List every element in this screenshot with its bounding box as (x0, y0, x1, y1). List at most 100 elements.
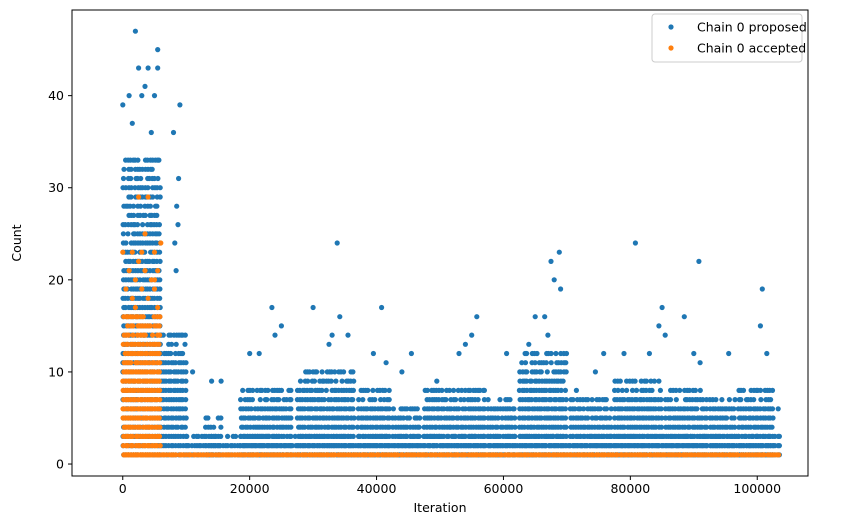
proposed-point (481, 443, 487, 449)
proposed-point (217, 443, 223, 449)
proposed-point (155, 47, 161, 53)
accepted-point (643, 452, 649, 458)
proposed-point (459, 387, 465, 393)
proposed-point (624, 387, 630, 393)
proposed-point (469, 332, 475, 338)
proposed-point (288, 397, 294, 403)
x-tick-label: 20000 (230, 481, 270, 496)
proposed-point (776, 443, 783, 449)
accepted-point (614, 452, 620, 458)
proposed-point (149, 166, 155, 172)
proposed-point (572, 406, 578, 412)
proposed-point (183, 415, 189, 421)
proposed-point (545, 433, 551, 439)
accepted-point (123, 286, 129, 292)
proposed-point (667, 397, 674, 403)
proposed-point (485, 397, 491, 403)
proposed-point (649, 387, 655, 393)
proposed-point (272, 332, 278, 338)
proposed-point (225, 433, 231, 439)
proposed-point (386, 433, 392, 439)
series-proposed-points (120, 28, 783, 458)
proposed-point (330, 406, 336, 412)
proposed-point (195, 433, 201, 439)
proposed-point (131, 212, 137, 218)
accepted-point (157, 314, 163, 320)
y-tick-label: 10 (48, 364, 64, 379)
proposed-point (758, 397, 764, 403)
accepted-point (156, 415, 162, 421)
proposed-point (218, 424, 224, 430)
proposed-point (157, 258, 163, 264)
proposed-point (381, 415, 387, 421)
proposed-point (183, 369, 189, 375)
proposed-point (120, 175, 127, 182)
proposed-point (524, 443, 530, 449)
proposed-point (167, 369, 174, 375)
proposed-point (726, 350, 732, 357)
proposed-point (764, 350, 770, 357)
proposed-point (386, 406, 392, 412)
proposed-point (142, 212, 148, 218)
proposed-point (184, 433, 190, 439)
accepted-point (145, 295, 151, 301)
proposed-point (585, 397, 591, 403)
x-tick-label: 60000 (484, 481, 524, 496)
proposed-point (157, 185, 163, 191)
proposed-point (156, 157, 162, 163)
proposed-point (474, 314, 480, 320)
accepted-point (139, 286, 145, 292)
proposed-point (770, 433, 776, 439)
accepted-point (142, 332, 148, 338)
proposed-point (542, 314, 548, 320)
proposed-point (297, 378, 304, 384)
accepted-point (424, 452, 430, 458)
accepted-point (129, 295, 135, 301)
proposed-point (156, 231, 162, 237)
proposed-point (314, 369, 320, 375)
proposed-point (769, 387, 776, 393)
proposed-point (129, 120, 135, 126)
accepted-point (129, 443, 136, 449)
proposed-point (175, 378, 181, 384)
accepted-point (156, 433, 163, 439)
proposed-point (417, 415, 423, 421)
accepted-point (157, 397, 163, 403)
proposed-point (617, 378, 623, 384)
proposed-point (169, 341, 175, 347)
proposed-point (658, 406, 664, 412)
proposed-point (757, 433, 763, 439)
proposed-point (548, 360, 554, 366)
proposed-point (379, 304, 385, 311)
accepted-point (142, 231, 148, 237)
proposed-point (481, 397, 487, 403)
proposed-point (382, 387, 388, 393)
proposed-point (157, 249, 163, 255)
proposed-point (757, 387, 764, 393)
proposed-point (621, 424, 627, 430)
proposed-point (190, 369, 196, 375)
proposed-point (351, 378, 357, 384)
proposed-point (560, 378, 566, 384)
proposed-point (731, 415, 737, 421)
proposed-point (121, 166, 127, 172)
proposed-point (562, 387, 569, 393)
proposed-point (573, 387, 580, 393)
accepted-point (150, 332, 156, 338)
proposed-point (719, 397, 725, 403)
proposed-point (776, 433, 783, 439)
proposed-point (551, 277, 557, 283)
proposed-point (278, 387, 285, 393)
proposed-point (604, 406, 610, 412)
accepted-point (156, 323, 162, 329)
proposed-point (399, 369, 405, 375)
proposed-point (351, 415, 357, 421)
accepted-point (462, 452, 468, 458)
accepted-point (130, 323, 136, 329)
proposed-point (681, 314, 687, 320)
legend-label-accepted: Chain 0 accepted (697, 41, 806, 56)
proposed-point (657, 387, 664, 393)
proposed-point (145, 185, 151, 191)
proposed-point (558, 286, 564, 292)
proposed-point (563, 397, 569, 403)
